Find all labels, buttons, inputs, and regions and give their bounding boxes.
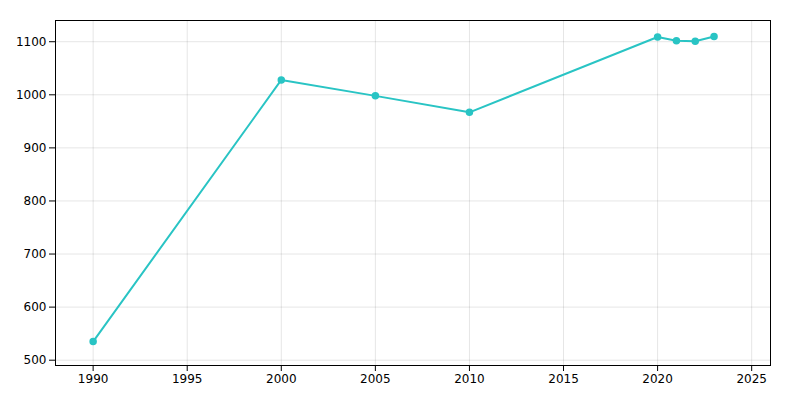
svg-text:2020: 2020 (642, 372, 673, 386)
svg-text:700: 700 (24, 247, 47, 261)
svg-text:2010: 2010 (454, 372, 485, 386)
svg-text:800: 800 (24, 194, 47, 208)
svg-text:1990: 1990 (78, 372, 109, 386)
svg-text:2015: 2015 (548, 372, 579, 386)
svg-text:1995: 1995 (172, 372, 203, 386)
svg-text:600: 600 (24, 300, 47, 314)
svg-text:2025: 2025 (736, 372, 767, 386)
svg-text:1100: 1100 (16, 35, 47, 49)
svg-text:2000: 2000 (266, 372, 297, 386)
svg-text:900: 900 (24, 141, 47, 155)
svg-text:500: 500 (24, 353, 47, 367)
svg-text:2005: 2005 (360, 372, 391, 386)
svg-text:1000: 1000 (16, 88, 47, 102)
